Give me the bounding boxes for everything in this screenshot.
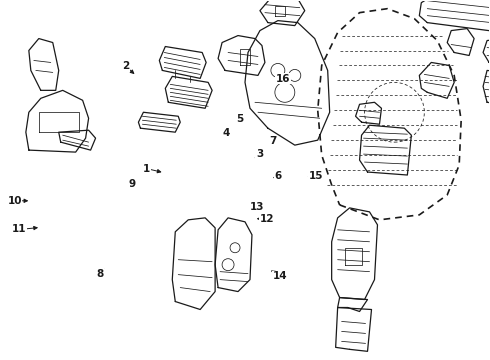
Text: 10: 10 — [7, 196, 22, 206]
Text: 5: 5 — [237, 114, 244, 124]
Polygon shape — [336, 307, 371, 351]
Polygon shape — [419, 62, 454, 98]
Text: 7: 7 — [270, 136, 277, 146]
Text: 13: 13 — [250, 202, 265, 212]
Text: 15: 15 — [309, 171, 323, 181]
Polygon shape — [483, 39, 490, 66]
Polygon shape — [447, 28, 474, 55]
Polygon shape — [338, 298, 368, 311]
Text: 4: 4 — [223, 128, 230, 138]
Polygon shape — [318, 9, 461, 220]
Polygon shape — [172, 218, 215, 310]
Polygon shape — [483, 71, 490, 104]
Text: 11: 11 — [12, 225, 27, 234]
Text: 1: 1 — [143, 163, 150, 174]
Text: 16: 16 — [276, 74, 290, 84]
Polygon shape — [26, 90, 89, 152]
Text: 6: 6 — [274, 171, 282, 181]
Polygon shape — [159, 46, 206, 78]
Polygon shape — [332, 208, 377, 300]
Text: 2: 2 — [122, 61, 129, 71]
Polygon shape — [165, 76, 212, 108]
Polygon shape — [218, 36, 265, 75]
Polygon shape — [138, 112, 180, 132]
Polygon shape — [356, 102, 382, 124]
Polygon shape — [245, 21, 330, 145]
Text: 9: 9 — [128, 179, 135, 189]
Text: 3: 3 — [256, 149, 263, 159]
Text: 12: 12 — [260, 214, 274, 224]
Text: 14: 14 — [273, 271, 288, 281]
Polygon shape — [215, 218, 252, 292]
Polygon shape — [29, 39, 59, 90]
Text: 8: 8 — [96, 269, 103, 279]
Polygon shape — [419, 0, 490, 32]
Polygon shape — [260, 0, 305, 26]
Polygon shape — [360, 125, 412, 175]
Polygon shape — [59, 130, 96, 150]
